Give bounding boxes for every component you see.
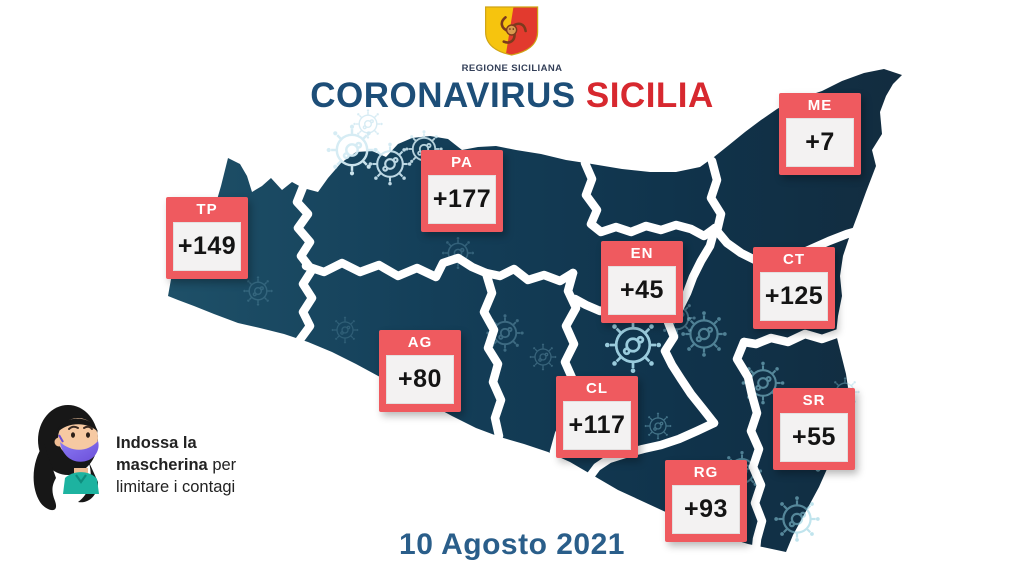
province-code: SR — [802, 392, 826, 409]
border-pa-en — [580, 158, 720, 241]
mask-woman-icon — [33, 405, 99, 511]
province-value: +93 — [672, 485, 740, 534]
province-code: ME — [807, 97, 833, 114]
province-code: CT — [783, 251, 805, 268]
report-date: 10 Agosto 2021 — [399, 528, 625, 561]
province-code: AG — [407, 334, 433, 351]
province-code: RG — [693, 464, 719, 481]
province-value: +125 — [760, 272, 828, 321]
province-code: PA — [451, 154, 473, 171]
province-value: +80 — [386, 355, 454, 404]
province-box-en: EN +45 — [601, 241, 683, 323]
border-ct-sr — [739, 328, 844, 349]
border-en-ct — [660, 304, 719, 428]
province-value: +117 — [563, 401, 631, 450]
title-coronavirus: CORONAVIRUS — [310, 76, 576, 115]
border-sr-rg — [732, 337, 767, 554]
mask-message: Indossa la mascherina per limitare i con… — [116, 432, 278, 498]
sicily-island-shape — [168, 69, 902, 552]
province-code: EN — [630, 245, 654, 262]
province-box-ag: AG +80 — [379, 330, 461, 412]
province-box-sr: SR +55 — [773, 388, 855, 470]
province-value: +7 — [786, 118, 854, 167]
province-value: +45 — [608, 266, 676, 315]
region-logo-caption: REGIONE SICILIANA — [461, 63, 563, 74]
province-value: +177 — [428, 175, 496, 224]
border-ag-cl — [479, 268, 506, 441]
mask-message-regular: per limitare i contagi — [116, 456, 237, 496]
mask-message-bold: Indossa la mascherina — [116, 434, 208, 474]
province-code: CL — [586, 380, 608, 397]
border-cl-rg — [586, 418, 719, 480]
province-value: +55 — [780, 413, 848, 462]
title-sicilia: SICILIA — [585, 76, 714, 115]
province-box-pa: PA +177 — [421, 150, 503, 232]
trinacria-emblem-icon — [485, 6, 539, 56]
province-box-me: ME +7 — [779, 93, 861, 175]
province-code: TP — [196, 201, 218, 218]
province-box-rg: RG +93 — [665, 460, 747, 542]
province-box-tp: TP +149 — [166, 197, 248, 279]
border-pa-south — [301, 253, 578, 286]
region-logo: REGIONE SICILIANA — [462, 6, 563, 74]
province-box-ct: CT +125 — [753, 247, 835, 329]
province-box-cl: CL +117 — [556, 376, 638, 458]
page-title: CORONAVIRUS SICILIA — [310, 76, 714, 116]
province-value: +149 — [173, 222, 241, 271]
